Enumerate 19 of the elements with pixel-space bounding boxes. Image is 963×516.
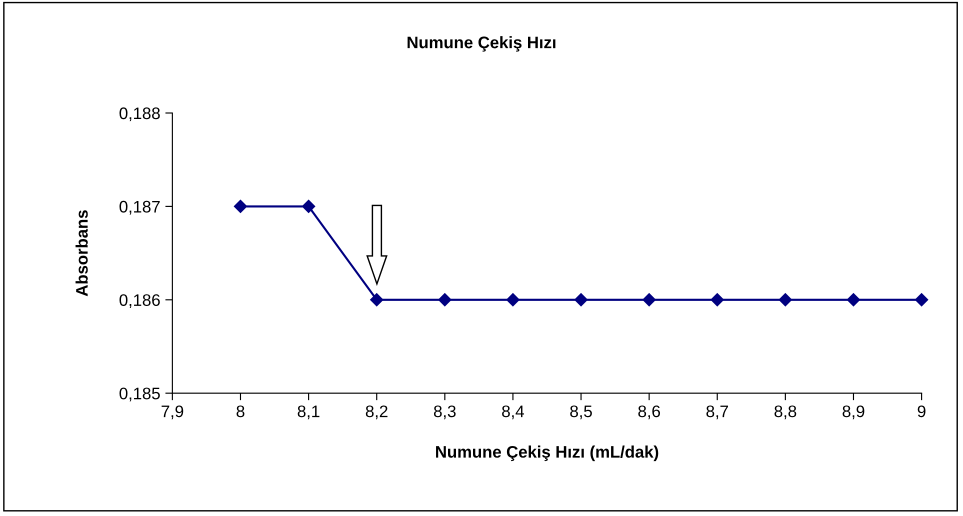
x-tick-label: 8,7	[706, 405, 728, 420]
x-tick-label: 8,8	[774, 405, 796, 420]
x-tick-label: 8	[236, 405, 244, 418]
x-tick-label: 8,6	[638, 405, 660, 420]
x-tick-label: 8,9	[842, 405, 864, 420]
chart-title: Numune Çekiş Hızı	[408, 36, 556, 52]
y-tick-label: 0,187	[120, 200, 160, 215]
x-tick-label: 8,5	[570, 405, 592, 420]
y-tick-label: 0,188	[120, 107, 160, 122]
x-tick-label: 8,3	[434, 405, 456, 420]
x-tick-label: 8,1	[298, 405, 320, 420]
y-axis-title: Absorbans	[76, 210, 88, 296]
x-tick-label: 8,4	[502, 405, 524, 420]
y-tick-label: 0,186	[120, 294, 160, 308]
x-tick-label: 8,2	[366, 405, 388, 420]
x-tick-label: 7,9	[162, 405, 184, 420]
y-tick-label: 0,185	[120, 388, 160, 402]
x-axis-title: Numune Çekiş Hızı (mL/dak)	[436, 446, 658, 462]
x-tick-label: 9	[918, 405, 926, 418]
